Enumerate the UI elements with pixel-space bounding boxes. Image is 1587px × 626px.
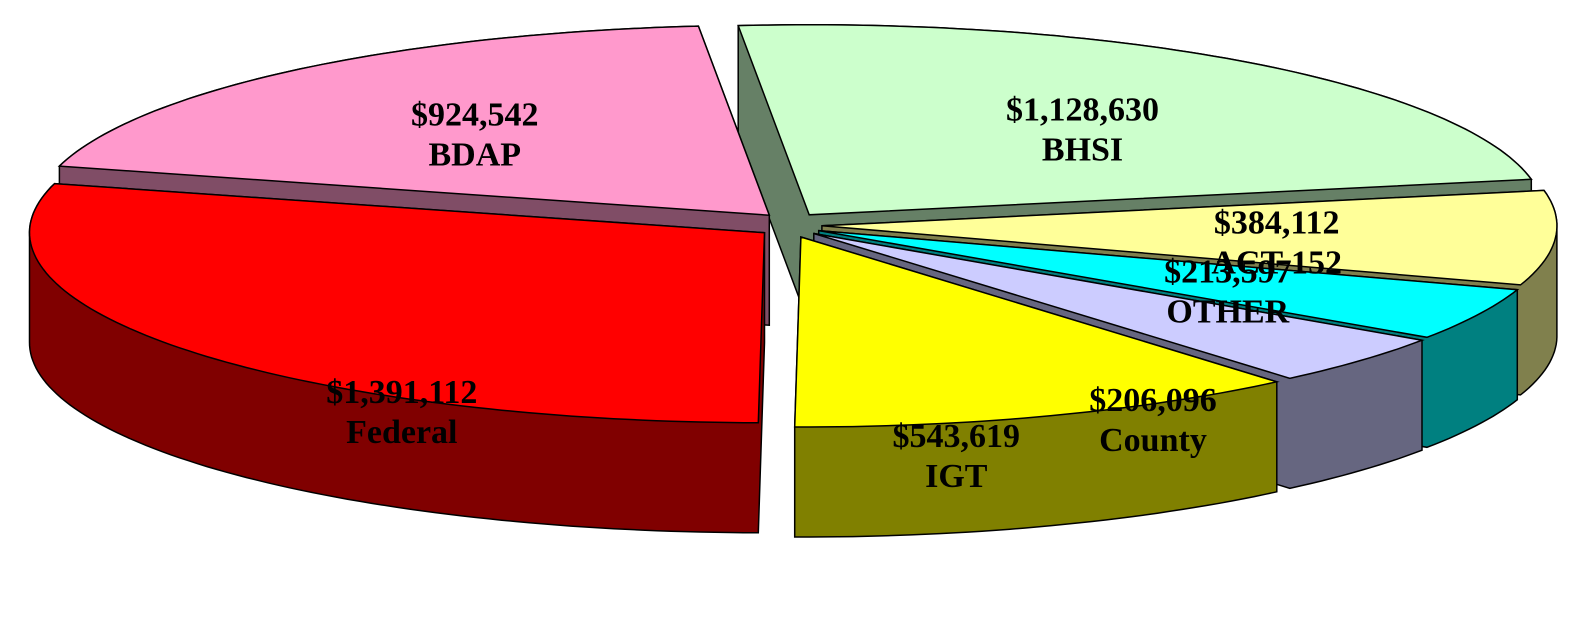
category-label: County xyxy=(1099,422,1207,459)
value-label: $1,128,630 xyxy=(1006,92,1159,129)
slice-top xyxy=(818,229,1520,339)
slice-top xyxy=(28,182,766,424)
slice-top xyxy=(821,189,1558,286)
category-label: BDAP xyxy=(428,136,521,173)
category-label: IGT xyxy=(925,458,988,495)
category-label: BHSI xyxy=(1042,132,1123,169)
slice-label: $924,542 BDAP xyxy=(411,96,539,173)
slice-top xyxy=(813,232,1425,380)
slice-label: $206,096 County xyxy=(1089,382,1217,459)
category-label: Federal xyxy=(346,414,457,451)
slice-label: $1,128,630 BHSI xyxy=(1006,92,1159,169)
slice-label: $384,112 ACT 152 xyxy=(1211,204,1342,281)
slice-top xyxy=(57,25,771,217)
slice-label: $1,391,112 Federal xyxy=(326,374,477,451)
slice-top xyxy=(737,24,1533,216)
slice-top xyxy=(793,235,1280,428)
category-label: ACT 152 xyxy=(1211,244,1342,281)
value-label: $924,542 xyxy=(411,96,539,133)
value-label: $384,112 xyxy=(1214,204,1340,241)
slice-label: $213,597 OTHER xyxy=(1164,254,1292,331)
value-label: $213,597 xyxy=(1164,254,1292,291)
category-label: OTHER xyxy=(1166,294,1289,331)
slice-label: $543,619 IGT xyxy=(893,418,1021,495)
value-label: $543,619 xyxy=(893,418,1021,455)
value-label: $206,096 xyxy=(1089,382,1217,419)
value-label: $1,391,112 xyxy=(326,374,477,411)
